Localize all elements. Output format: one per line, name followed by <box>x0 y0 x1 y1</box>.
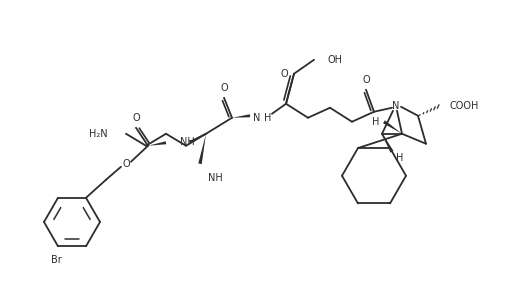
Polygon shape <box>382 134 394 153</box>
Text: N: N <box>392 101 400 111</box>
Text: H: H <box>372 117 379 127</box>
Polygon shape <box>383 120 402 134</box>
Text: O: O <box>220 83 228 93</box>
Text: Br: Br <box>51 255 61 265</box>
Polygon shape <box>148 141 166 146</box>
Polygon shape <box>232 114 250 118</box>
Text: H₂N: H₂N <box>89 129 108 139</box>
Text: COOH: COOH <box>450 101 480 111</box>
Text: H: H <box>264 113 271 123</box>
Text: N: N <box>252 113 260 123</box>
Text: NH: NH <box>180 137 195 147</box>
Text: O: O <box>132 113 140 123</box>
Text: O: O <box>122 159 130 169</box>
Text: O: O <box>280 69 288 79</box>
Text: OH: OH <box>328 55 343 65</box>
Polygon shape <box>198 134 206 164</box>
Text: O: O <box>362 75 370 85</box>
Text: H: H <box>396 153 404 163</box>
Text: NH: NH <box>208 173 223 183</box>
